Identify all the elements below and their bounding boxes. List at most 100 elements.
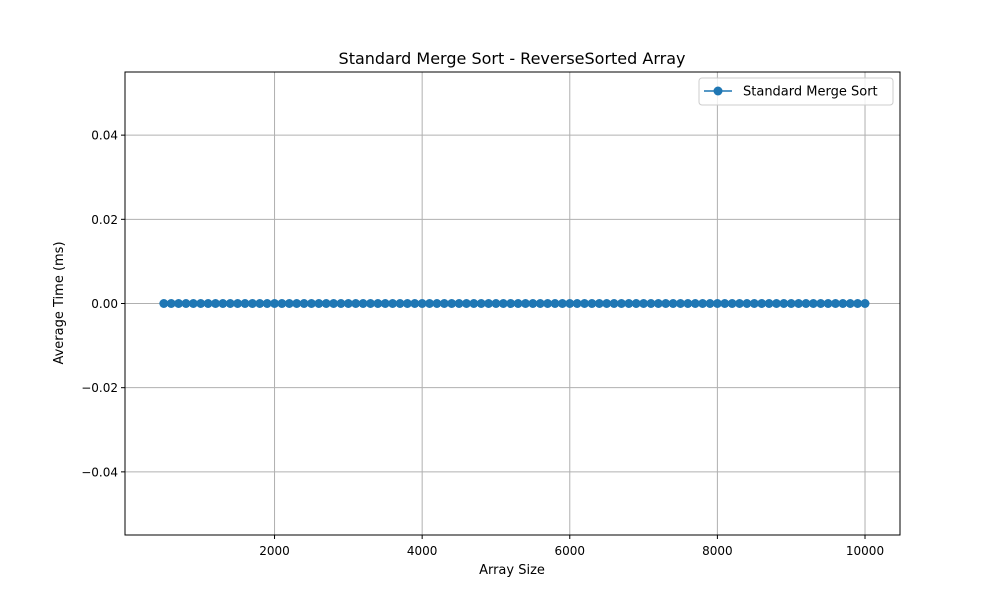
y-tick-label: 0.00 [91, 297, 118, 311]
data-point [786, 299, 796, 308]
data-point [720, 299, 730, 308]
data-point [506, 299, 516, 308]
data-point [469, 299, 479, 308]
x-tick-label: 6000 [555, 544, 586, 558]
data-point [196, 299, 206, 308]
data-point [402, 299, 412, 308]
data-point [838, 299, 848, 308]
series-layer [159, 299, 870, 308]
data-point [624, 299, 634, 308]
data-point [380, 299, 390, 308]
data-point [181, 299, 191, 308]
data-point [565, 299, 575, 308]
data-point [476, 299, 486, 308]
data-point [742, 299, 752, 308]
data-point [557, 299, 567, 308]
data-point [247, 299, 257, 308]
data-point [329, 299, 339, 308]
data-point [727, 299, 737, 308]
data-point [270, 299, 280, 308]
data-point [277, 299, 287, 308]
data-point [262, 299, 272, 308]
data-point [439, 299, 449, 308]
x-tick-label: 2000 [259, 544, 290, 558]
data-point [528, 299, 538, 308]
y-tick-label: −0.02 [81, 381, 118, 395]
data-point [853, 299, 863, 308]
data-point [668, 299, 678, 308]
data-point [417, 299, 427, 308]
data-point [284, 299, 294, 308]
data-point [580, 299, 590, 308]
data-point [321, 299, 331, 308]
data-point [587, 299, 597, 308]
data-point [314, 299, 324, 308]
y-tick-label: −0.04 [81, 465, 118, 479]
data-point [543, 299, 553, 308]
data-point [336, 299, 346, 308]
x-tick-label: 8000 [702, 544, 733, 558]
data-point [454, 299, 464, 308]
data-point [749, 299, 759, 308]
y-tick-label: 0.04 [91, 129, 118, 143]
legend-marker-swatch [713, 86, 723, 96]
data-point [159, 299, 169, 308]
data-point [233, 299, 243, 308]
legend: Standard Merge Sort [698, 77, 894, 106]
data-point [631, 299, 641, 308]
x-tick-label: 4000 [407, 544, 438, 558]
data-point [373, 299, 383, 308]
data-point [823, 299, 833, 308]
data-point [757, 299, 767, 308]
data-point [801, 299, 811, 308]
data-point [520, 299, 530, 308]
chart-title: Standard Merge Sort - ReverseSorted Arra… [339, 49, 686, 68]
y-axis-ticks: −0.04 −0.02 0.00 0.02 0.04 [81, 129, 125, 479]
data-point [513, 299, 523, 308]
data-point [535, 299, 545, 308]
data-point [484, 299, 494, 308]
data-point [616, 299, 626, 308]
data-point [491, 299, 501, 308]
data-point [461, 299, 471, 308]
data-point [447, 299, 457, 308]
data-point [358, 299, 368, 308]
x-axis-label: Array Size [479, 563, 545, 578]
data-point [705, 299, 715, 308]
data-point [425, 299, 435, 308]
data-point [771, 299, 781, 308]
legend-label: Standard Merge Sort [743, 85, 878, 100]
data-point [698, 299, 708, 308]
data-point [498, 299, 508, 308]
data-point [661, 299, 671, 308]
data-point [572, 299, 582, 308]
data-point [166, 299, 176, 308]
data-point [432, 299, 442, 308]
data-point [218, 299, 228, 308]
data-point [683, 299, 693, 308]
data-point [830, 299, 840, 308]
data-point [675, 299, 685, 308]
data-point [845, 299, 855, 308]
data-point [188, 299, 198, 308]
data-point [365, 299, 375, 308]
data-point [602, 299, 612, 308]
data-point [299, 299, 309, 308]
data-point [808, 299, 818, 308]
data-point [174, 299, 184, 308]
data-point [653, 299, 663, 308]
data-point [764, 299, 774, 308]
x-tick-label: 10000 [846, 544, 884, 558]
x-axis-ticks: 2000 4000 6000 8000 10000 [259, 535, 884, 558]
data-point [646, 299, 656, 308]
data-point [794, 299, 804, 308]
data-point [712, 299, 722, 308]
data-point [388, 299, 398, 308]
data-point [550, 299, 560, 308]
data-point [240, 299, 250, 308]
data-point [292, 299, 302, 308]
data-point [255, 299, 265, 308]
data-point [735, 299, 745, 308]
y-axis-label: Average Time (ms) [52, 241, 67, 364]
